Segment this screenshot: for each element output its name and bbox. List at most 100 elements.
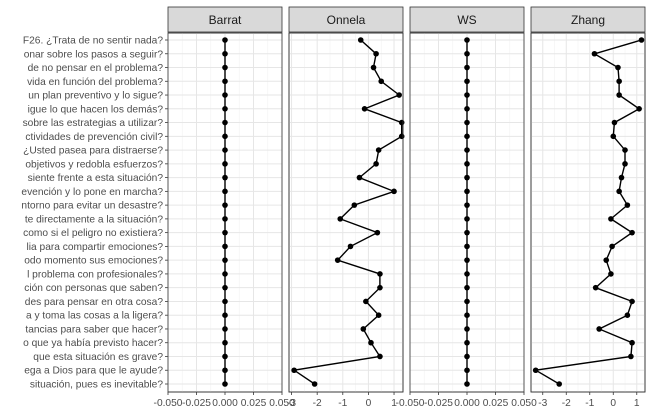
x-tick-label: -2 <box>313 398 322 409</box>
data-point <box>464 271 470 277</box>
data-point <box>464 202 470 208</box>
data-point <box>464 243 470 250</box>
data-point <box>464 78 470 85</box>
facet-title: Onnela <box>327 13 366 27</box>
data-point <box>360 326 367 332</box>
x-tick-label: 1 <box>634 398 640 409</box>
data-point <box>222 147 228 153</box>
data-point <box>222 64 228 71</box>
data-point <box>464 106 470 112</box>
data-point <box>464 326 470 332</box>
data-point <box>608 271 614 277</box>
category-label: objetivos y redobla esfuerzos? <box>25 159 163 170</box>
x-tick-label: 0.000 <box>212 398 238 409</box>
data-point <box>596 326 602 332</box>
category-label: siente frente a esta situación? <box>28 173 164 184</box>
data-point <box>222 174 228 181</box>
data-point <box>629 229 635 236</box>
facet-strip <box>288 6 404 33</box>
data-point <box>398 133 405 140</box>
panel-border <box>167 32 283 393</box>
data-point <box>464 284 470 291</box>
data-point <box>222 284 228 291</box>
data-point <box>591 50 598 57</box>
data-point <box>616 78 622 85</box>
data-point <box>464 312 470 319</box>
category-label: lia para compartir emociones? <box>27 242 164 253</box>
data-point <box>370 64 377 71</box>
data-point <box>378 78 385 85</box>
data-point <box>377 284 383 291</box>
category-label: odo momento sus emociones? <box>24 256 163 267</box>
data-point <box>361 106 368 112</box>
category-label: te directamente a la situación? <box>25 214 164 225</box>
data-point <box>464 216 470 222</box>
facet-panel-ws: WS -0.050 -0.025 0.000 0.025 0.050 <box>396 6 537 409</box>
x-tick-label: -0.050 <box>396 398 425 409</box>
category-label: des para pensar en otra cosa? <box>25 297 164 308</box>
data-point <box>222 381 228 387</box>
data-point <box>611 119 618 126</box>
x-tick-label: 1 <box>391 398 397 409</box>
x-tick-label: 0 <box>610 398 616 409</box>
data-point <box>464 339 470 346</box>
data-point <box>396 92 402 98</box>
data-point <box>464 257 470 263</box>
data-point <box>222 339 228 346</box>
data-point <box>375 312 382 319</box>
data-point <box>222 188 228 195</box>
panel-background <box>530 32 646 393</box>
category-label: igue lo que hacen los demás? <box>28 104 164 115</box>
data-point <box>222 106 228 112</box>
category-label: F26. ¿Trata de no sentir nada? <box>23 36 163 47</box>
x-tick-label: 0.025 <box>241 398 267 409</box>
data-point <box>464 174 470 181</box>
data-point <box>464 367 470 374</box>
data-point <box>464 92 470 98</box>
x-tick-label: -1 <box>338 398 347 409</box>
x-tick-label: -2 <box>562 398 571 409</box>
data-point <box>624 202 631 208</box>
category-label: evención y lo pone en marcha? <box>21 187 163 198</box>
category-label: vida en función del problema? <box>27 77 163 88</box>
data-point <box>556 381 563 387</box>
category-label: sobre las estrategias a utilizar? <box>23 118 164 129</box>
category-label: ctividades de prevención civil? <box>25 132 163 143</box>
data-point <box>464 119 470 126</box>
category-label: ntorno para evitar un desastre? <box>21 201 163 212</box>
category-label: o que ya había previsto hacer? <box>23 338 163 349</box>
data-point <box>222 133 228 140</box>
data-point <box>375 147 382 153</box>
data-point <box>464 161 470 167</box>
category-label: onar sobre los pasos a seguir? <box>24 49 164 60</box>
facet-title: Zhang <box>571 13 605 27</box>
data-point <box>222 298 228 305</box>
facet-panel-barrat: Barrat -0.050 -0.025 0.000 0.025 0.050 <box>154 6 295 409</box>
x-tick-label: -1 <box>585 398 594 409</box>
facet-panel-zhang: Zhang -3 -2 -1 0 1 <box>530 6 646 409</box>
category-label: un plan preventivo y lo sigue? <box>28 91 163 102</box>
data-point <box>357 37 364 43</box>
data-point <box>464 133 470 140</box>
panel-border <box>530 32 646 393</box>
data-point <box>464 147 470 153</box>
data-point <box>464 37 470 43</box>
x-tick-label: 0.050 <box>511 398 537 409</box>
data-point <box>608 216 614 222</box>
data-point <box>616 92 622 98</box>
facet-title: Barrat <box>209 13 242 27</box>
data-point <box>374 229 381 236</box>
data-point <box>351 202 358 208</box>
data-point <box>222 353 228 360</box>
data-point <box>391 188 397 195</box>
panel-border <box>288 32 404 393</box>
x-tick-label: -0.025 <box>424 398 453 409</box>
data-point <box>532 367 539 374</box>
data-point <box>222 216 228 222</box>
data-point <box>464 381 470 387</box>
data-point <box>603 257 610 263</box>
x-tick-label: 0 <box>366 398 372 409</box>
panel-border <box>409 32 525 393</box>
data-point <box>377 353 383 360</box>
